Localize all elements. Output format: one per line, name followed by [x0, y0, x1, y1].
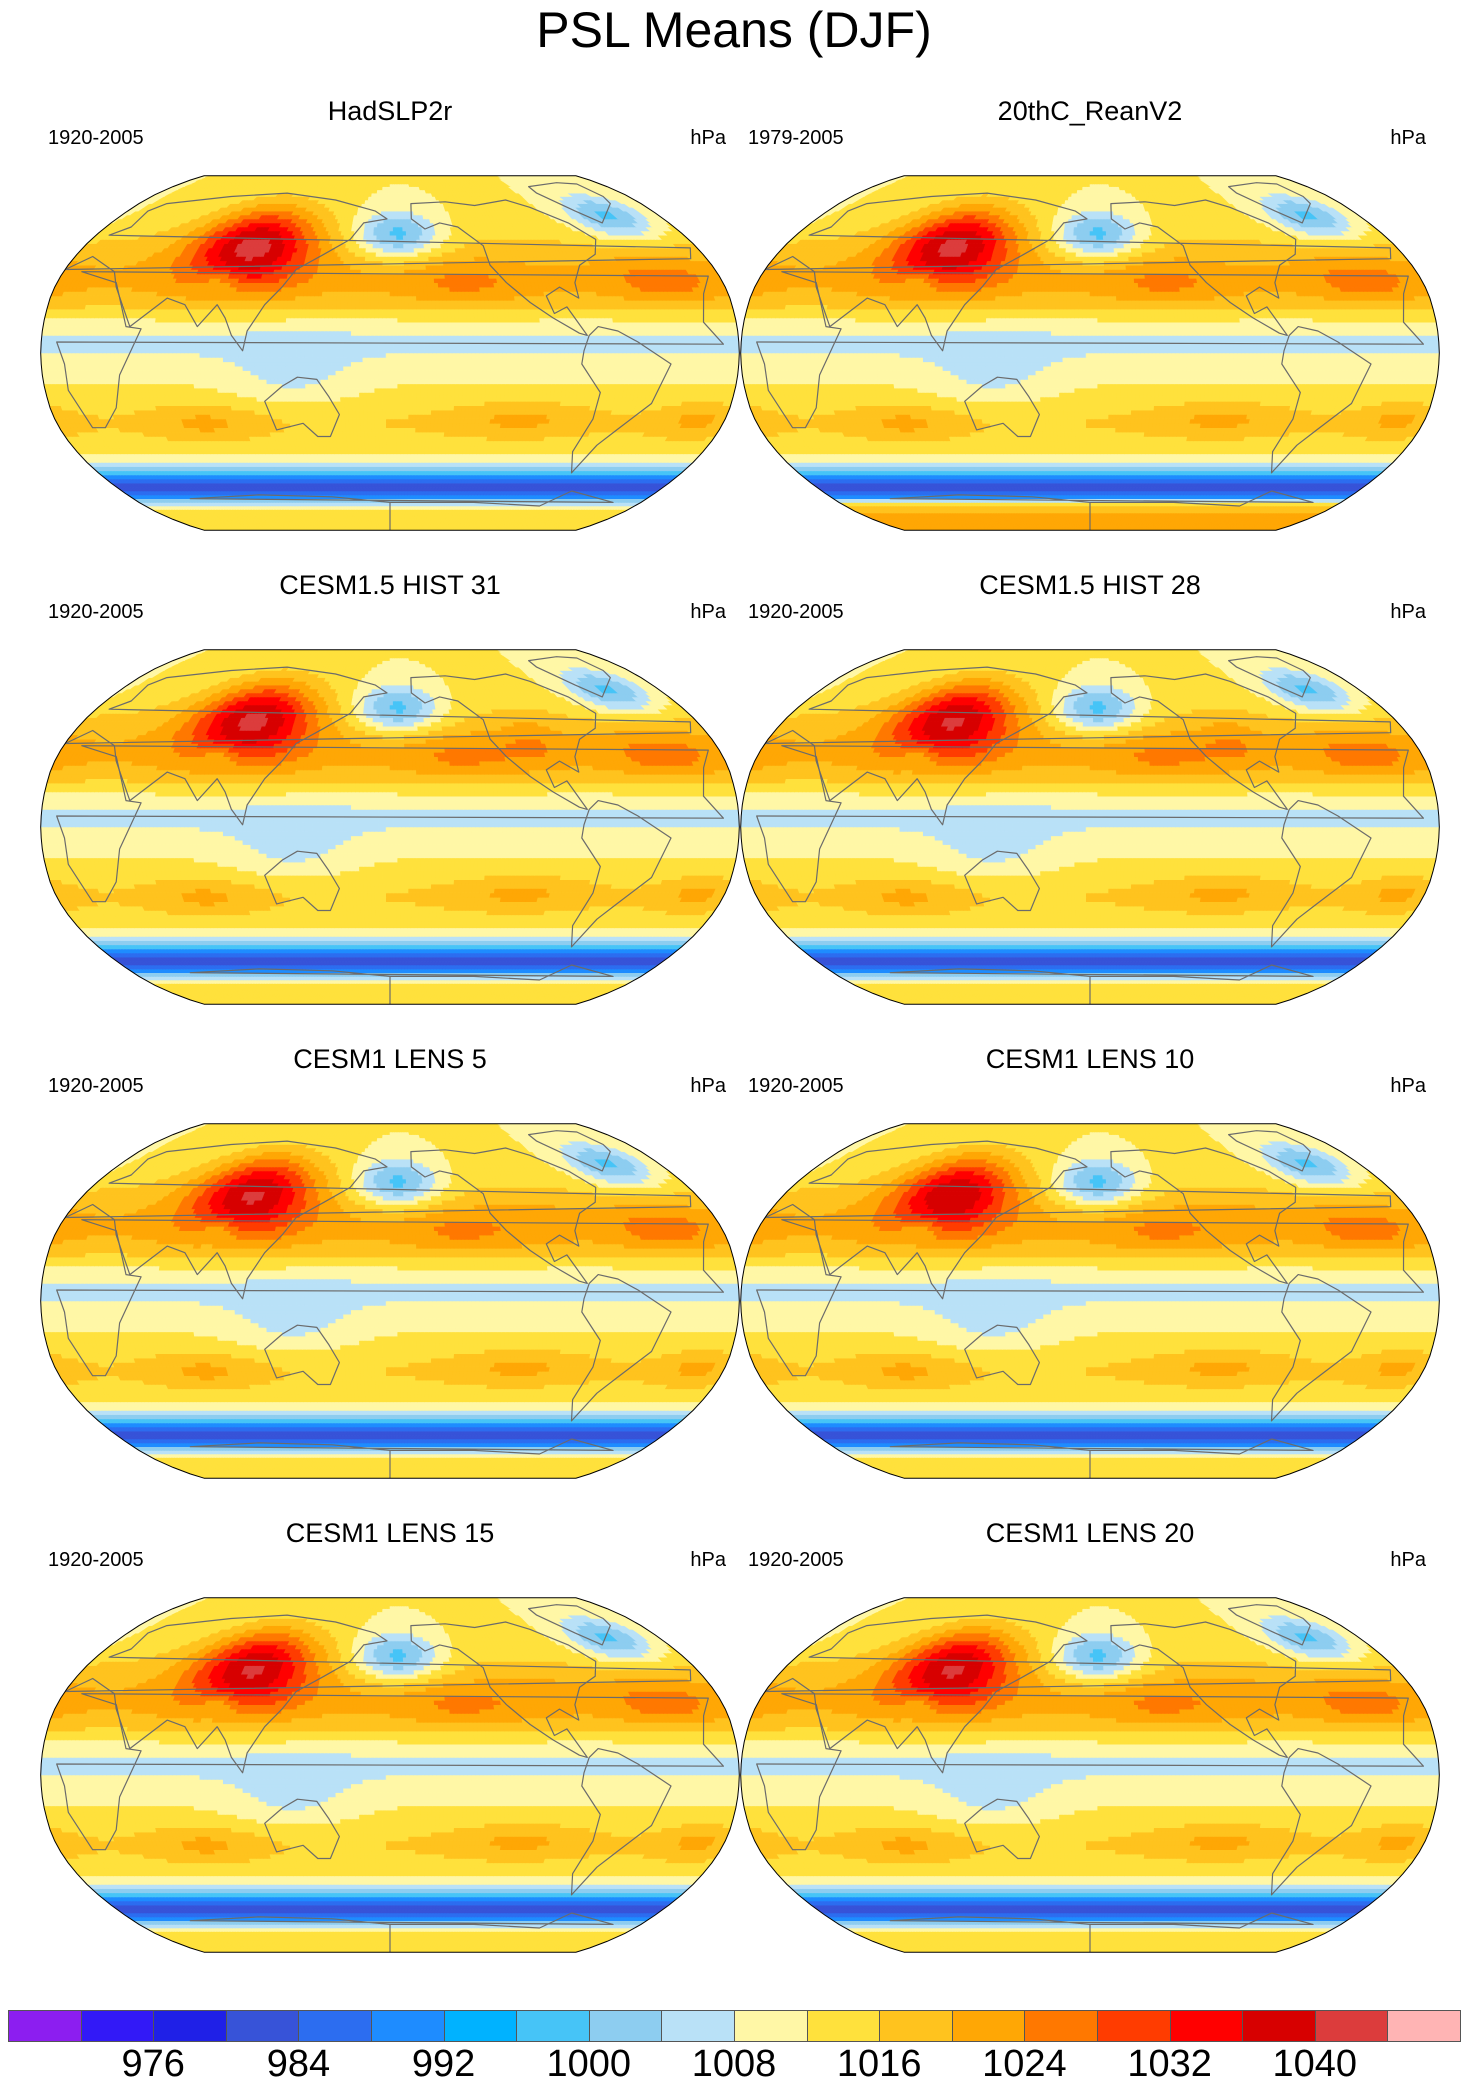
colorbar-swatch [444, 2010, 518, 2042]
colorbar-swatch [226, 2010, 300, 2042]
psl-field [741, 650, 1440, 1004]
map-panel: CESM1.5 HIST 28 1920-2005 hPa [740, 570, 1440, 1040]
colorbar-swatch [661, 2010, 735, 2042]
colorbar-tick-label: 1024 [982, 2044, 1067, 2084]
colorbar-tick-label: 1032 [1127, 2044, 1212, 2084]
colorbar-swatch [298, 2010, 372, 2042]
map-plot [40, 1088, 740, 1514]
colorbar-swatch [1170, 2010, 1244, 2042]
colorbar-swatch [734, 2010, 808, 2042]
colorbar-swatch [81, 2010, 155, 2042]
panel-title: HadSLP2r [40, 96, 740, 126]
colorbar-swatch [1242, 2010, 1316, 2042]
colorbar-swatch [516, 2010, 590, 2042]
colorbar-boxes [8, 2010, 1460, 2042]
psl-field [41, 176, 740, 530]
colorbar-swatch [153, 2010, 227, 2042]
colorbar-tick-label: 1000 [547, 2044, 632, 2084]
colorbar-swatch [371, 2010, 445, 2042]
map-plot [740, 140, 1440, 566]
colorbar-swatch [952, 2010, 1026, 2042]
colorbar-tick-label: 984 [267, 2044, 330, 2084]
colorbar-tick-label: 1016 [837, 2044, 922, 2084]
panel-title: CESM1.5 HIST 31 [40, 570, 740, 600]
colorbar-tick-label: 1040 [1273, 2044, 1358, 2084]
colorbar-swatch [589, 2010, 663, 2042]
figure-title: PSL Means (DJF) [0, 0, 1468, 60]
panel-title: CESM1 LENS 20 [740, 1518, 1440, 1548]
map-panel: 20thC_ReanV2 1979-2005 hPa [740, 96, 1440, 566]
map-plot [740, 614, 1440, 1040]
colorbar-swatch [807, 2010, 881, 2042]
colorbar-swatch [8, 2010, 82, 2042]
map-panel: CESM1 LENS 20 1920-2005 hPa [740, 1518, 1440, 1988]
map-plot [740, 1562, 1440, 1988]
panel-title: CESM1 LENS 10 [740, 1044, 1440, 1074]
map-panel: HadSLP2r 1920-2005 hPa [40, 96, 740, 566]
colorbar-tick-label: 1008 [692, 2044, 777, 2084]
panel-title: 20thC_ReanV2 [740, 96, 1440, 126]
map-panel: CESM1 LENS 5 1920-2005 hPa [40, 1044, 740, 1514]
psl-field [41, 1598, 740, 1952]
colorbar-tick-label: 976 [121, 2044, 184, 2084]
map-plot [740, 1088, 1440, 1514]
psl-field [41, 650, 740, 1004]
map-panel: CESM1 LENS 10 1920-2005 hPa [740, 1044, 1440, 1514]
colorbar-tick-label: 992 [412, 2044, 475, 2084]
map-panel: CESM1.5 HIST 31 1920-2005 hPa [40, 570, 740, 1040]
colorbar-swatch [879, 2010, 953, 2042]
colorbar-swatch [1387, 2010, 1461, 2042]
psl-field [741, 176, 1440, 530]
map-panel: CESM1 LENS 15 1920-2005 hPa [40, 1518, 740, 1988]
map-plot [40, 1562, 740, 1988]
colorbar-swatch [1315, 2010, 1389, 2042]
panel-title: CESM1.5 HIST 28 [740, 570, 1440, 600]
colorbar-swatch [1097, 2010, 1171, 2042]
colorbar-swatch [1024, 2010, 1098, 2042]
panel-title: CESM1 LENS 15 [40, 1518, 740, 1548]
psl-field [741, 1598, 1440, 1952]
map-plot [40, 140, 740, 566]
colorbar: 976 984 992 1000 1008 1016 1024 1032 1040 [8, 2010, 1460, 2086]
psl-field [741, 1124, 1440, 1478]
map-plot [40, 614, 740, 1040]
panel-title: CESM1 LENS 5 [40, 1044, 740, 1074]
psl-field [41, 1124, 740, 1478]
